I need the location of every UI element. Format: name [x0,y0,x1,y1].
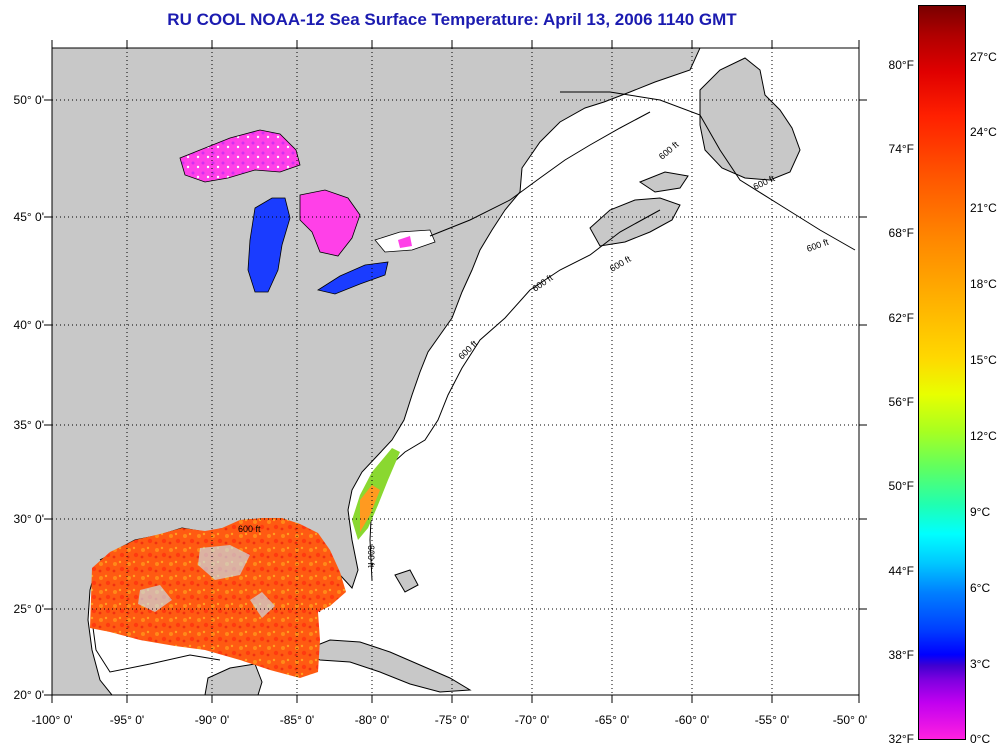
lon-label-85: -85° 0' [279,713,315,727]
lat-label-30: 30° 0' [13,512,44,526]
lat-label-35: 35° 0' [13,418,44,432]
colorbar-f-label: 50°F [888,479,914,493]
land-pei [638,171,689,193]
lat-label-45: 45° 0' [13,210,44,224]
lon-label-60: -60° 0' [674,713,710,727]
colorbar-f-label: 44°F [888,564,914,578]
colorbar-f-label: 62°F [888,311,914,325]
lon-label-90: -90° 0' [194,713,230,727]
axis-ticks [44,40,867,703]
colorbar-c-label: 12°C [970,429,997,443]
lake-erie [316,261,389,295]
lake-ontario-west [398,236,412,248]
lon-label-95: -95° 0' [109,713,145,727]
land-cuba [298,639,472,693]
land-bahamas [394,569,419,593]
map-title: RU COOL NOAA-12 Sea Surface Temperature:… [167,10,737,29]
colorbar-c-label: 18°C [970,277,997,291]
colorbar-c-label: 3°C [970,657,991,671]
colorbar-c-label: 21°C [970,201,997,215]
lake-superior [179,129,301,183]
colorbar-f-label: 56°F [888,395,914,409]
plot-frame [51,47,860,696]
colorbar-f-label: 38°F [888,648,914,662]
lon-label-100: -100° 0' [31,713,73,727]
temperature-colorbar [918,5,966,740]
colorbar-c-label: 0°C [970,732,991,746]
lon-label-70: -70° 0' [514,713,550,727]
lon-label-55: -55° 0' [754,713,790,727]
sst-gulf-of-mexico [90,518,346,678]
colorbar-c-label: 24°C [970,125,997,139]
lat-label-50: 50° 0' [13,93,44,107]
lat-label-40: 40° 0' [13,318,44,332]
colorbar-c-label: 27°C [970,50,997,64]
colorbar-f-label: 68°F [888,226,914,240]
lake-huron [299,189,361,257]
sst-gulf-cool-patches [138,545,275,618]
sst-florida-warm [360,485,380,532]
colorbar-f-label: 32°F [888,732,914,746]
lat-label-25: 25° 0' [13,602,44,616]
colorbar-f-label: 74°F [888,142,914,156]
colorbar-f-label: 80°F [888,58,914,72]
isobath-label: 600 ft [238,524,261,534]
graticule [52,48,859,695]
isobath-label: 600 ft [366,545,376,568]
land-newfoundland [699,57,801,181]
lon-label-50: -50° 0' [832,713,868,727]
lon-label-80: -80° 0' [354,713,390,727]
colorbar-c-label: 9°C [970,505,991,519]
lake-michigan [247,197,291,293]
colorbar-c-label: 6°C [970,581,991,595]
colorbar-c-label: 15°C [970,353,997,367]
lat-label-20: 20° 0' [13,688,44,702]
lon-label-75: -75° 0' [434,713,470,727]
lon-label-65: -65° 0' [594,713,630,727]
